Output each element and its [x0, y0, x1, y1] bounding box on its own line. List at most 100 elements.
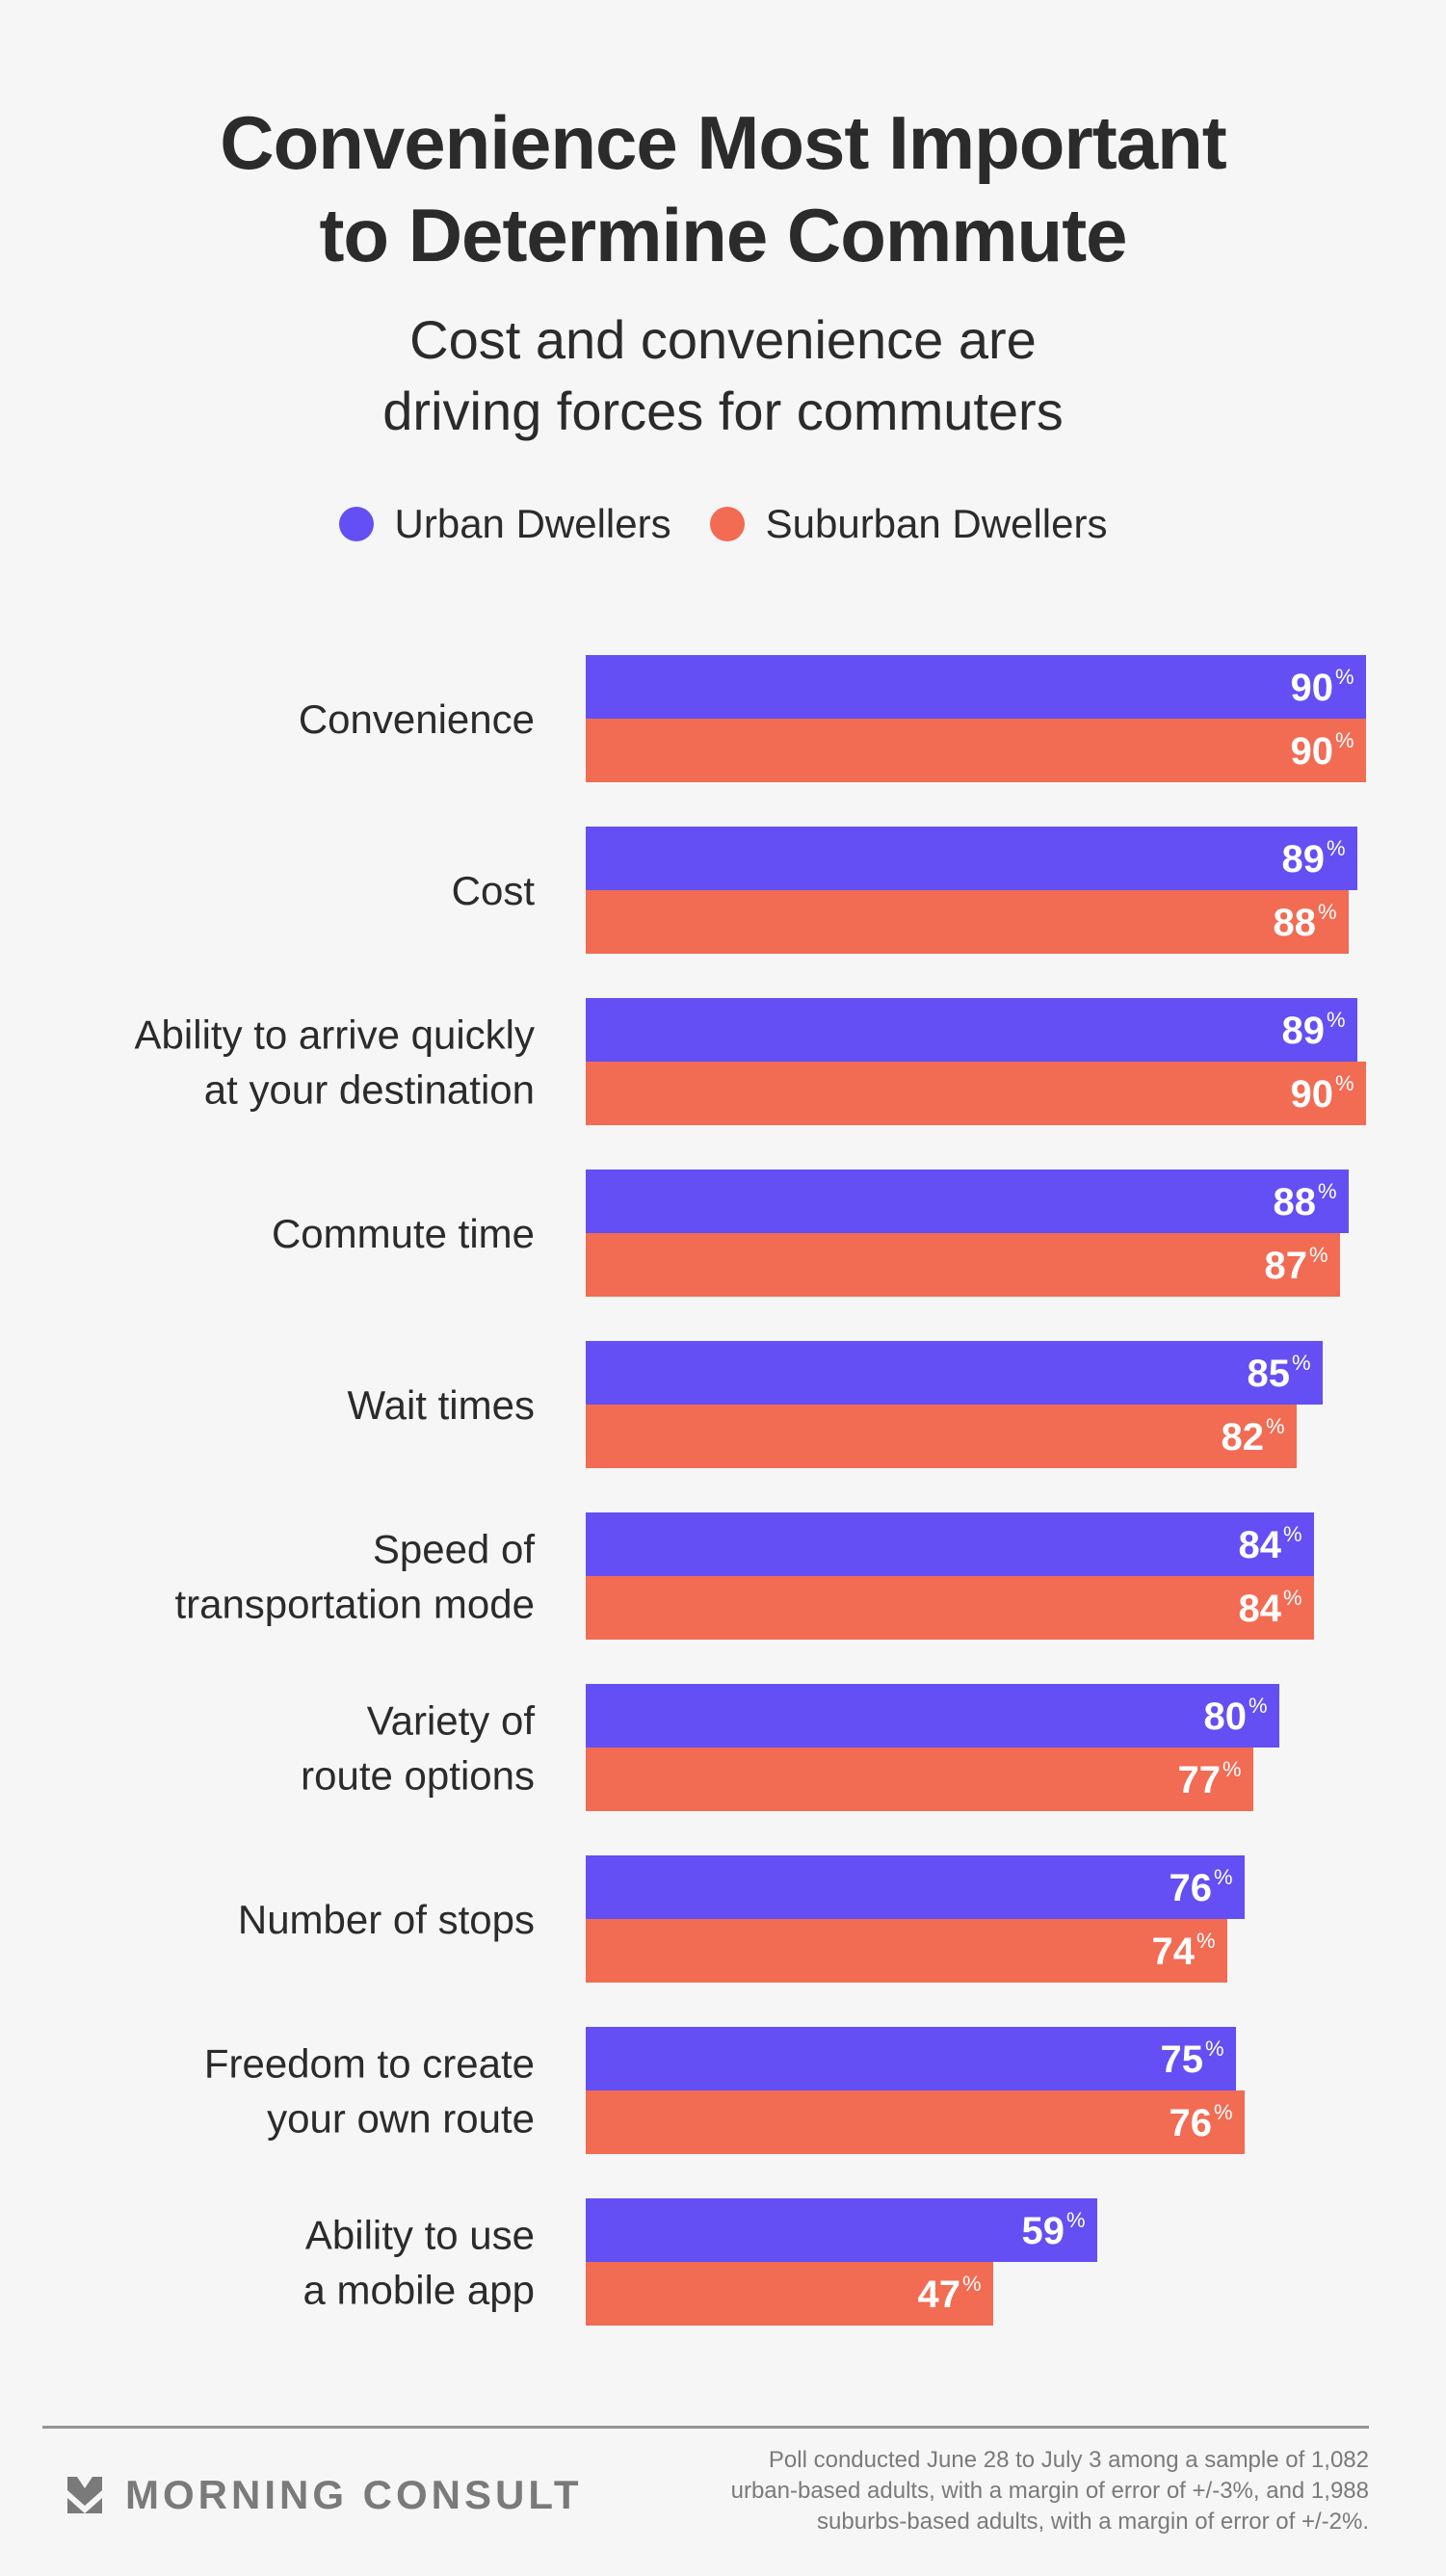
bar-suburban [586, 2262, 993, 2326]
value-label: 59 [1022, 2210, 1065, 2252]
value-percent-sign: % [1318, 900, 1337, 924]
value-label: 77 [1178, 1759, 1222, 1801]
value-percent-sign: % [1223, 1757, 1242, 1781]
bar-suburban [586, 1062, 1366, 1125]
bar-urban [586, 998, 1357, 1062]
bar-suburban [586, 1405, 1297, 1468]
bar-urban [586, 1170, 1349, 1233]
legend-swatch-urban [338, 507, 374, 541]
value-percent-sign: % [1066, 2208, 1086, 2232]
value-percent-sign: % [1205, 2037, 1224, 2061]
category-label: Convenience [299, 697, 535, 742]
morning-consult-chevron-icon [67, 2477, 102, 2513]
value-percent-sign: % [1214, 1865, 1233, 1889]
bar-urban [586, 1684, 1279, 1748]
note-line-3: suburbs-based adults, with a margin of e… [817, 2509, 1369, 2535]
category-label: Cost [452, 868, 536, 913]
chart-subtitle: Cost and convenience are driving forces … [0, 304, 1446, 447]
category-label: route options [301, 1753, 535, 1799]
value-label: 84 [1239, 1588, 1282, 1630]
bar-group: Ability to arrive quickly at your destina… [135, 998, 1366, 1125]
value-percent-sign: % [1292, 1351, 1311, 1375]
category-label: Commute time [272, 1211, 535, 1256]
value-percent-sign: % [1335, 665, 1354, 689]
legend: Urban Dwellers Suburban Dwellers [0, 501, 1446, 547]
bar-suburban [586, 2090, 1245, 2154]
note-line-2: urban-based adults, with a margin of err… [730, 2478, 1369, 2504]
bar-urban [586, 655, 1366, 719]
subtitle-line-2: driving forces for commuters [382, 381, 1064, 441]
value-label: 80 [1204, 1695, 1248, 1738]
footer-divider [42, 2426, 1369, 2429]
legend-label-suburban: Suburban Dwellers [765, 501, 1108, 546]
bar-suburban [586, 1748, 1253, 1811]
category-label: Freedom to create [204, 2041, 535, 2087]
value-label: 90 [1291, 730, 1334, 773]
value-label: 82 [1222, 1416, 1265, 1459]
value-percent-sign: % [1283, 1586, 1302, 1610]
value-percent-sign: % [1335, 1071, 1354, 1095]
value-label: 90 [1291, 1073, 1334, 1116]
value-percent-sign: % [1335, 728, 1354, 752]
value-label: 75 [1161, 2038, 1204, 2081]
category-label: Wait times [348, 1382, 535, 1428]
bar-urban [586, 1855, 1245, 1919]
value-percent-sign: % [1214, 2100, 1233, 2124]
category-label: your own route [267, 2096, 535, 2142]
morning-consult-logo: MORNING CONSULT [67, 2472, 583, 2518]
bar-urban [586, 2198, 1097, 2262]
note-line-1: Poll conducted June 28 to July 3 among a… [768, 2447, 1369, 2473]
value-label: 85 [1248, 1353, 1291, 1395]
bar-suburban [586, 1576, 1314, 1640]
value-label: 76 [1170, 2102, 1213, 2144]
title-line-2: to Determine Commute [319, 193, 1127, 277]
value-label: 89 [1282, 838, 1326, 881]
value-percent-sign: % [1327, 836, 1346, 860]
legend-swatch-suburban [709, 507, 745, 541]
legend-label-urban: Urban Dwellers [394, 501, 671, 546]
value-label: 88 [1274, 1181, 1317, 1223]
legend-item-suburban: Suburban Dwellers [709, 501, 1108, 547]
title-line-1: Convenience Most Important [220, 100, 1226, 185]
value-percent-sign: % [1196, 1929, 1216, 1953]
value-percent-sign: % [1249, 1694, 1268, 1718]
value-label: 76 [1170, 1867, 1213, 1909]
value-label: 74 [1152, 1931, 1196, 1973]
category-label: Variety of [367, 1698, 536, 1744]
bar-urban [586, 1512, 1314, 1576]
value-percent-sign: % [1266, 1414, 1285, 1438]
chart-title: Convenience Most Important to Determine … [0, 96, 1446, 281]
bar-suburban [586, 719, 1366, 782]
brand-name: MORNING CONSULT [125, 2472, 583, 2517]
category-label: at your destination [204, 1067, 535, 1113]
value-percent-sign: % [1318, 1179, 1337, 1203]
value-label: 47 [918, 2274, 961, 2316]
value-label: 87 [1265, 1245, 1308, 1287]
bar-urban [586, 1341, 1323, 1405]
value-label: 88 [1274, 902, 1317, 944]
subtitle-line-1: Cost and convenience are [409, 309, 1037, 370]
value-percent-sign: % [1283, 1522, 1302, 1546]
value-label: 84 [1239, 1524, 1282, 1566]
bar-suburban [586, 1919, 1227, 1983]
bar-suburban [586, 890, 1349, 954]
value-label: 90 [1291, 667, 1334, 709]
bar-urban [586, 827, 1357, 890]
value-percent-sign: % [1309, 1243, 1328, 1267]
category-label: Speed of [373, 1527, 535, 1572]
category-label: Number of stops [238, 1897, 535, 1942]
value-percent-sign: % [962, 2272, 982, 2296]
value-percent-sign: % [1327, 1008, 1346, 1032]
category-label: Ability to use [305, 2213, 535, 2258]
value-label: 89 [1282, 1010, 1326, 1052]
